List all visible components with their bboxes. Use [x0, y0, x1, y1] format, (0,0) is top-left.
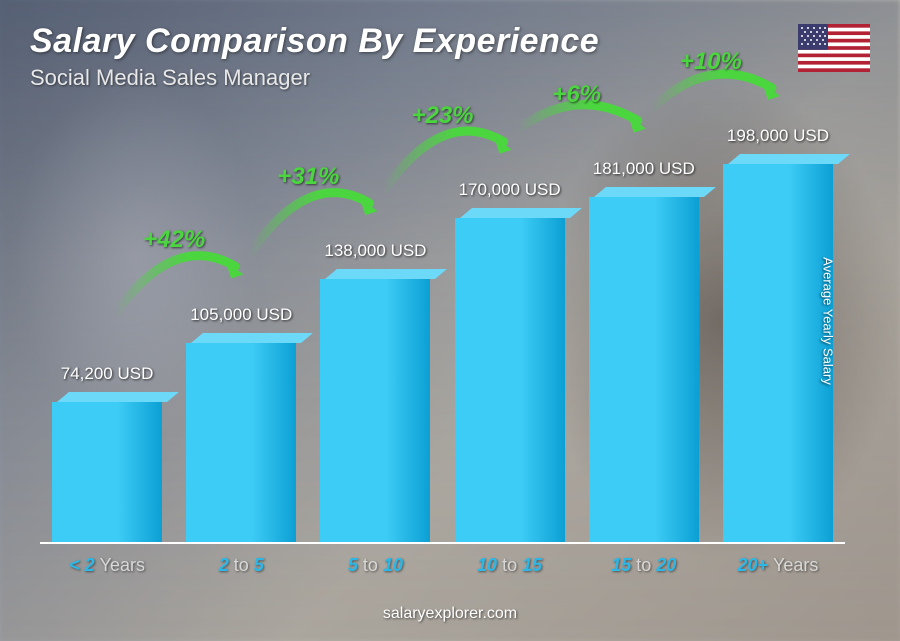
bar-top-face [594, 187, 716, 197]
bar-top-face [191, 333, 313, 343]
chart-title: Salary Comparison By Experience [30, 22, 870, 61]
bar-front-face [320, 279, 430, 544]
x-axis-label: 2 to 5 [174, 555, 308, 576]
bar-group: 138,000 USD [308, 120, 442, 544]
x-axis-labels: < 2 Years2 to 55 to 1010 to 1515 to 2020… [40, 555, 845, 576]
x-axis-label: < 2 Years [40, 555, 174, 576]
bar-value-label: 74,200 USD [61, 364, 154, 384]
bar-value-label: 170,000 USD [459, 180, 561, 200]
bar-top-face [57, 392, 179, 402]
bar-front-face [186, 343, 296, 545]
bar-value-label: 138,000 USD [324, 241, 426, 261]
bar-group: 170,000 USD [443, 120, 577, 544]
bar-group: 74,200 USD [40, 120, 174, 544]
bar-front-face [723, 164, 833, 544]
bar-front-face [589, 197, 699, 544]
bar [723, 154, 833, 544]
bar-front-face [455, 218, 565, 544]
bar-value-label: 181,000 USD [593, 159, 695, 179]
bar [186, 333, 296, 545]
chart-subtitle: Social Media Sales Manager [30, 65, 870, 91]
bar-value-label: 198,000 USD [727, 126, 829, 146]
bar-top-face [325, 269, 447, 279]
header: Salary Comparison By Experience Social M… [30, 22, 870, 91]
bar [320, 269, 430, 544]
bar-front-face [52, 402, 162, 544]
bar-top-face [728, 154, 850, 164]
us-flag-icon [798, 24, 870, 72]
bar-value-label: 105,000 USD [190, 305, 292, 325]
x-axis-label: 10 to 15 [443, 555, 577, 576]
bar-group: 181,000 USD [577, 120, 711, 544]
bar-group: 105,000 USD [174, 120, 308, 544]
bar [455, 208, 565, 544]
footer-attribution: salaryexplorer.com [0, 605, 900, 623]
chart-area: 74,200 USD 105,000 USD 138,000 USD 170,000 … [40, 120, 845, 576]
bar-top-face [460, 208, 582, 218]
x-axis-label: 15 to 20 [577, 555, 711, 576]
bar [589, 187, 699, 544]
y-axis-label: Average Yearly Salary [821, 257, 836, 385]
bar [52, 392, 162, 544]
x-axis-label: 20+ Years [711, 555, 845, 576]
x-axis-label: 5 to 10 [308, 555, 442, 576]
bars-container: 74,200 USD 105,000 USD 138,000 USD 170,000 … [40, 120, 845, 544]
x-axis-baseline [40, 542, 845, 544]
